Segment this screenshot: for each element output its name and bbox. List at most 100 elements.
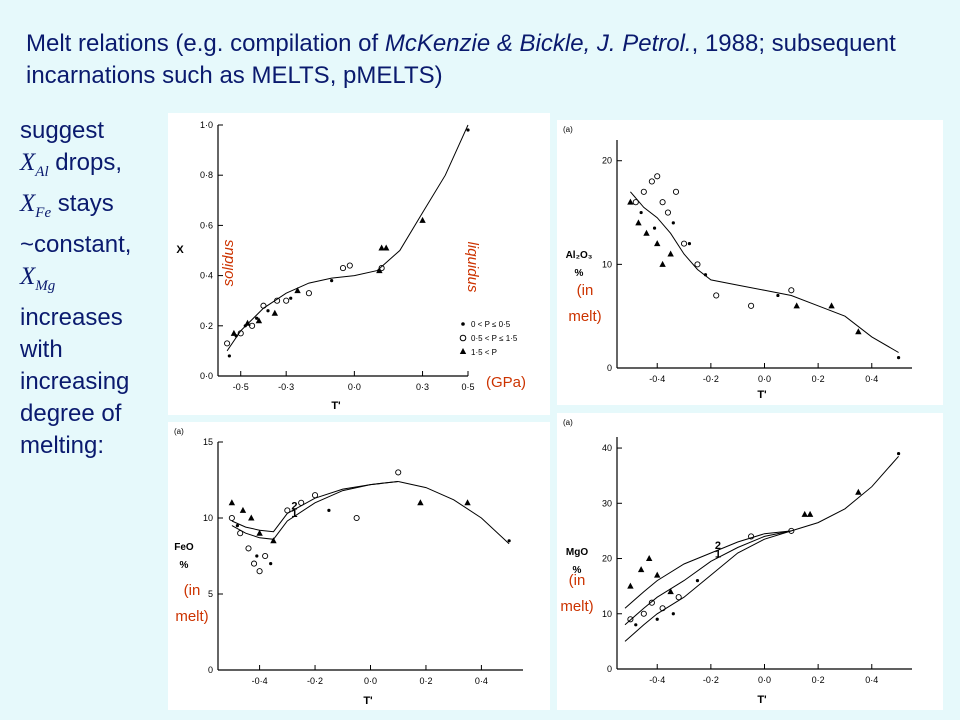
liquidus-label: liquidus xyxy=(464,242,481,293)
x-tick-label: -0·4 xyxy=(649,675,665,685)
data-point xyxy=(339,265,347,272)
data-point xyxy=(237,530,244,537)
x-axis-label: T' xyxy=(331,400,341,412)
data-point xyxy=(353,514,360,522)
y-tick-label: 20 xyxy=(602,156,612,166)
data-point xyxy=(632,199,639,206)
units-label-line2: melt) xyxy=(175,608,208,625)
solidus-label: solidus xyxy=(220,239,237,286)
data-point xyxy=(244,319,251,326)
data-point xyxy=(627,582,634,589)
y-tick-label: 0·2 xyxy=(200,321,213,331)
data-point xyxy=(255,554,259,558)
title-text-b: , 1988; subsequent incarnations such as … xyxy=(26,30,896,89)
data-point xyxy=(466,128,470,132)
data-point xyxy=(659,260,666,267)
fit-curve xyxy=(226,124,469,352)
data-point xyxy=(376,267,383,274)
x-tick-label: 0·0 xyxy=(348,382,361,392)
data-point xyxy=(643,229,650,236)
data-point xyxy=(667,588,674,595)
data-point xyxy=(828,302,835,309)
data-point xyxy=(675,594,682,601)
data-point xyxy=(748,533,755,540)
data-point xyxy=(703,273,708,277)
curve-label: 1 xyxy=(715,548,721,560)
fit-curve xyxy=(630,191,899,353)
data-point xyxy=(230,329,238,336)
x-tick-label: -0·2 xyxy=(703,675,719,685)
data-point xyxy=(274,297,281,304)
data-point xyxy=(256,529,263,536)
side-line-suggest: suggest xyxy=(20,117,105,144)
y-tick-label: 0 xyxy=(607,363,612,373)
x-tick-label: 0·0 xyxy=(758,374,771,384)
fit-curve xyxy=(231,481,399,540)
panel-label: (a) xyxy=(563,418,573,427)
title-citation: McKenzie & Bickle, J. Petrol. xyxy=(384,30,692,57)
chart-al2o3-panel: -0·4 -0·2 0·0 0·2 0·4 0 10 20 T' Al₂O₃% (a) (in melt… xyxy=(557,120,943,405)
side-line-al: XAl drops, xyxy=(20,149,122,180)
units-label-line1: (in xyxy=(569,572,586,589)
data-point xyxy=(327,508,331,512)
data-point xyxy=(305,290,312,297)
data-point xyxy=(627,198,634,205)
data-point xyxy=(635,219,642,226)
side-line-constant: ~constant, xyxy=(20,231,132,258)
data-point xyxy=(284,507,291,514)
data-point xyxy=(228,499,236,506)
fit-curve xyxy=(791,455,899,532)
chart-x-svg: -0·5 -0·3 0·0 0·3 0·5 0·0 0·2 0·4 0·6 0·8 1·0 T' X 0 … xyxy=(176,120,526,412)
x-tick-label: 0·2 xyxy=(419,676,432,686)
data-point xyxy=(248,514,255,521)
side-line-melting: melting: xyxy=(20,432,105,459)
y-tick-label: 0 xyxy=(208,665,213,675)
legend-label: 1·5 < P xyxy=(471,348,497,357)
legend-marker xyxy=(459,348,467,354)
y-tick-label: 20 xyxy=(602,554,612,564)
x-tick-label: 0·4 xyxy=(865,675,878,685)
data-point xyxy=(645,555,653,562)
data-point xyxy=(271,309,279,316)
fit-curve xyxy=(624,530,792,626)
y-tick-label: 0·0 xyxy=(200,371,213,381)
data-point xyxy=(680,240,688,247)
y-tick-label: 40 xyxy=(602,443,612,453)
x-tick-label: 0·4 xyxy=(865,374,878,384)
side-line-increasing: increasing xyxy=(20,368,130,395)
chart-mgo-svg: -0·4 -0·2 0·0 0·2 0·4 0 10 20 30 40 T' MgO% (a) 21 (in… xyxy=(560,418,912,706)
data-point xyxy=(793,302,800,309)
x-fe-symbol: XFe xyxy=(20,190,52,221)
x-mg-symbol: XMg xyxy=(20,263,56,294)
y-axis-label: MgO xyxy=(566,547,588,558)
x-tick-label: -0·2 xyxy=(703,374,719,384)
data-point xyxy=(806,510,814,517)
fit-curve xyxy=(231,481,399,533)
chart-mgo-panel: -0·4 -0·2 0·0 0·2 0·4 0 10 20 30 40 T' MgO% (a) 2 1 (in… xyxy=(557,413,943,710)
data-point xyxy=(648,178,655,185)
y-tick-label: 10 xyxy=(602,259,612,269)
data-point xyxy=(255,316,259,320)
data-point xyxy=(788,527,795,534)
data-point xyxy=(294,287,301,294)
side-line-fe: XFe stays xyxy=(20,190,114,221)
panel-label: (a) xyxy=(563,125,573,134)
units-label-line2: melt) xyxy=(560,598,593,615)
x-tick-label: -0·3 xyxy=(278,382,294,392)
x-tick-label: 0·3 xyxy=(416,382,429,392)
data-point xyxy=(262,552,269,560)
units-label-line1: (in xyxy=(184,582,201,599)
y-tick-label: 30 xyxy=(602,498,612,508)
fit-curve xyxy=(398,481,510,545)
data-point xyxy=(687,242,692,246)
data-point xyxy=(788,287,795,294)
legend-label: 0 < P ≤ 0·5 xyxy=(471,320,511,329)
data-point xyxy=(256,568,263,575)
data-point xyxy=(395,469,402,476)
side-line-increases: increases xyxy=(20,304,123,331)
data-point xyxy=(382,244,390,251)
data-point xyxy=(266,309,270,313)
data-point xyxy=(654,173,661,180)
data-point xyxy=(748,302,755,309)
data-point xyxy=(227,354,231,358)
